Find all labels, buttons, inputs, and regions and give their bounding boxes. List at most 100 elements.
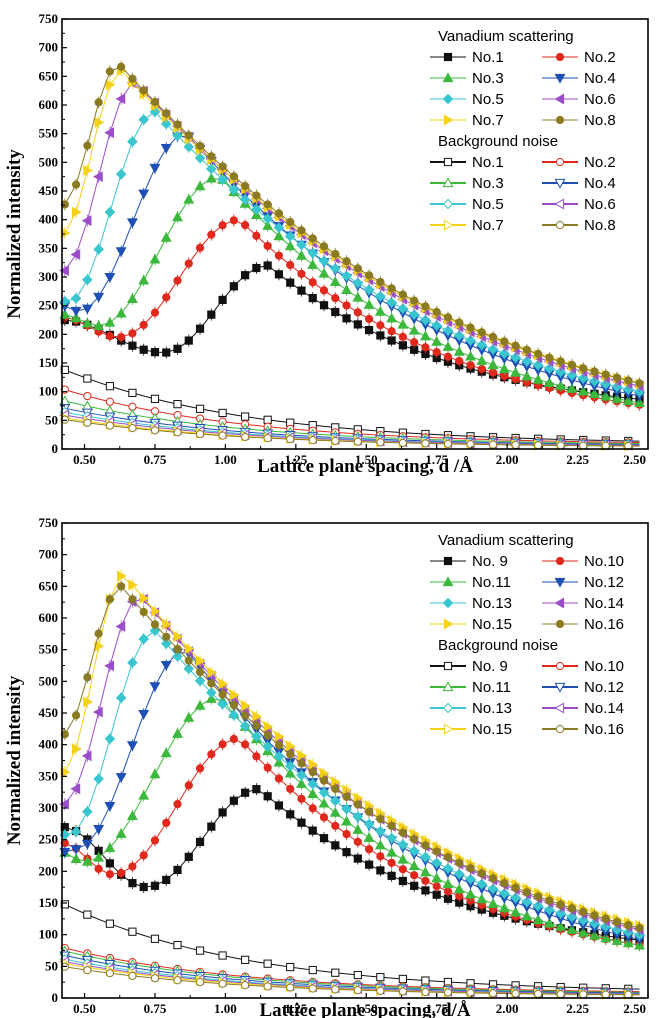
scattering-point [252,710,263,722]
background-point [263,959,272,968]
legend-label: No.10 [584,553,624,570]
background-point [556,990,565,999]
background-point [218,979,227,988]
background-point [128,388,137,397]
y-tick-label: 400 [39,737,59,752]
scattering-point [397,839,409,850]
background-point [534,989,543,998]
scattering-point [273,222,285,233]
scattering-point [104,273,116,283]
background-point [556,441,565,450]
background-point [83,966,92,975]
legend-label: No.1 [472,49,504,66]
scattering-point [376,852,385,861]
scattering-point [70,845,82,855]
scattering-point [274,740,284,750]
scattering-point [83,673,92,682]
scattering-point [117,570,127,582]
scattering-point [252,785,261,794]
scattering-point [183,663,195,675]
scattering-point [252,231,261,240]
y-tick-label: 250 [39,832,59,847]
legend-marker [554,178,566,189]
scattering-line [64,66,640,384]
scattering-point [194,180,206,191]
scattering-point [308,294,317,303]
scattering-point [150,308,160,317]
scattering-point [241,700,251,712]
scattering-point [421,876,430,885]
scattering-line [64,69,640,385]
scattering-point [363,818,375,830]
scattering-point [353,320,362,329]
background-line [64,947,640,993]
background-point [195,977,205,987]
scattering-point [410,835,419,844]
scattering-point [117,582,126,591]
scattering-point [252,191,261,200]
scattering-point [342,784,353,796]
scattering-point [476,893,488,904]
y-tick-label: 600 [39,97,59,112]
y-tick-label: 300 [39,269,59,284]
scattering-point [117,868,126,878]
scattering-point [331,776,341,788]
background-point [241,432,250,442]
scattering-point [465,350,476,361]
scattering-point [128,329,137,338]
x-tick-label: 0.50 [73,1001,96,1016]
x-tick-label: 1.75 [425,452,448,467]
chart-bottom: 0 50 100 150 200 250 300 350 400 450 500 550 600 650 7… [4,515,649,1018]
scattering-point [342,314,351,323]
scattering-point [195,243,205,252]
series-6 [59,593,644,1000]
background-point [150,974,160,983]
y-tick-label: 200 [39,326,59,341]
scattering-point [162,348,171,357]
legend-label: No.14 [584,700,624,717]
legend-marker [443,618,454,630]
series-7 [60,569,646,1001]
scattering-point [128,579,139,591]
background-line [64,400,640,445]
scattering-point [83,141,92,150]
scattering-point [229,172,238,181]
scattering-line [64,111,640,393]
scattering-point [308,826,317,835]
background-point [241,955,250,964]
scattering-point [263,763,272,772]
scattering-point [70,312,82,323]
scattering-point [589,929,600,940]
scattering-point [296,769,307,781]
scattering-point [162,818,171,827]
legend-label: No.12 [584,679,624,696]
scattering-point [139,592,150,604]
scattering-point [115,247,127,258]
background-point [376,973,385,982]
scattering-point [318,797,330,808]
scattering-point [443,313,453,322]
scattering-point [319,813,329,822]
scattering-point [555,921,567,931]
scattering-point [263,731,272,740]
scattering-point [274,731,285,742]
scattering-point [286,740,296,752]
background-line [64,369,640,442]
background-point [195,404,205,413]
scattering-point [139,345,148,354]
scattering-point [128,879,137,888]
series-4 [59,130,646,451]
scattering-point [297,269,306,278]
scattering-point [331,821,340,831]
scattering-point [262,220,274,230]
scattering-point [443,352,453,361]
scattering-point [149,768,161,779]
scattering-point [521,896,533,908]
scattering-point [376,866,385,875]
scattering-point [81,839,93,850]
scattering-point [138,633,150,645]
scattering-point [421,302,430,311]
scattering-point [532,900,544,912]
scattering-point [319,834,329,843]
scattering-point [353,854,362,863]
